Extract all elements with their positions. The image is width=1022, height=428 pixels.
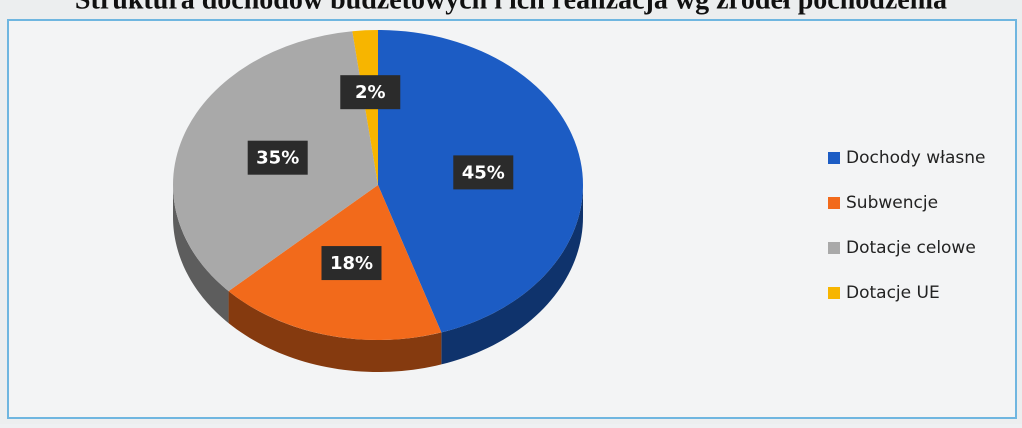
legend-label: Subwencje <box>846 193 938 213</box>
legend-label: Dotacje UE <box>846 283 940 303</box>
data-label: 2% <box>355 82 386 103</box>
data-label: 35% <box>256 148 299 169</box>
data-label-box <box>321 246 382 281</box>
legend-swatch <box>828 152 840 164</box>
data-label: 18% <box>330 253 373 274</box>
legend-swatch <box>828 287 840 299</box>
slice-side <box>173 185 229 324</box>
legend-label: Dotacje celowe <box>846 238 976 258</box>
data-label: 45% <box>462 162 505 183</box>
data-label-box <box>247 140 308 175</box>
slice-side <box>441 185 583 365</box>
legend-swatch <box>828 242 840 254</box>
data-label-box <box>340 75 401 110</box>
data-label-box <box>453 155 514 190</box>
slice-side <box>228 291 442 372</box>
legend-label: Dochody własne <box>846 148 986 168</box>
chart-title: Struktura dochodów budżetowych i ich rea… <box>75 0 947 15</box>
legend-swatch <box>828 197 840 209</box>
